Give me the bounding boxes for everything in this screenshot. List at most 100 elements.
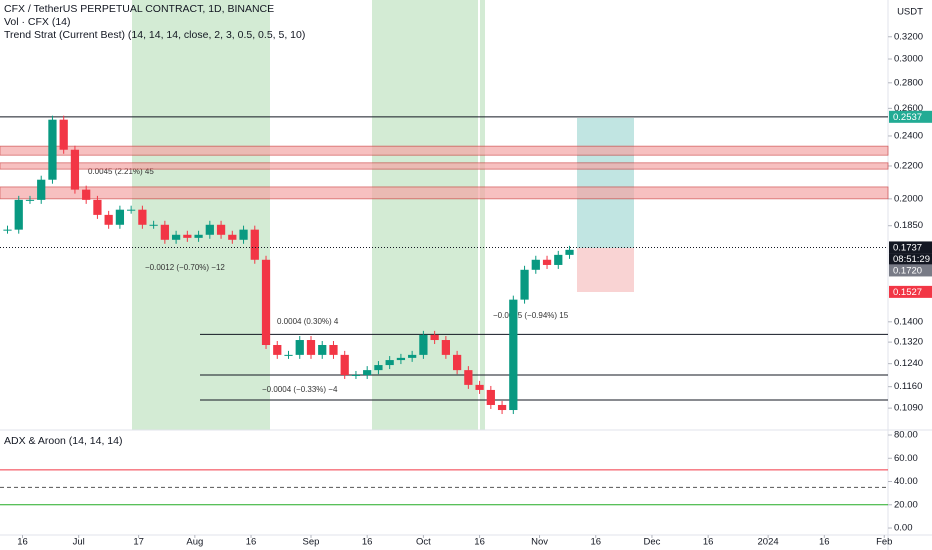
- annotation: −0.0004 (−0.33%) −4: [262, 385, 338, 394]
- subtitle: Vol · CFX (14): [4, 16, 71, 28]
- candle: [115, 209, 125, 225]
- price-badge-label: 0.2537: [893, 112, 922, 123]
- candle: [374, 365, 383, 371]
- x-tick-label: 16: [474, 537, 485, 548]
- x-tick-label: Oct: [416, 537, 431, 548]
- candle: [295, 340, 304, 355]
- annotation: −0.0015 (−0.94%) 15: [493, 311, 569, 320]
- candle: [486, 389, 495, 405]
- candle: [441, 340, 450, 355]
- x-tick-label: Nov: [531, 537, 548, 548]
- x-tick-label: Feb: [876, 537, 892, 548]
- candle: [396, 357, 406, 361]
- x-tick-label: 16: [17, 537, 28, 548]
- candle: [82, 189, 91, 200]
- annotation: 0.0045 (2.21%) 45: [88, 167, 154, 176]
- y-tick-label: 40.00: [894, 476, 918, 487]
- x-tick-label: Dec: [643, 537, 660, 548]
- candle: [554, 254, 563, 265]
- candle: [385, 360, 394, 366]
- price-badge: [889, 285, 932, 298]
- candle: [509, 299, 518, 411]
- candle: [475, 384, 484, 390]
- price-badge-label: 0.1527: [893, 287, 922, 298]
- candle: [363, 370, 372, 375]
- price-badge: [889, 110, 932, 123]
- price-badge-label: 0.1720: [893, 265, 922, 276]
- zone: [0, 145, 889, 156]
- candle: [306, 340, 316, 355]
- candle: [93, 199, 102, 215]
- x-tick-label: 16: [590, 537, 601, 548]
- y-tick-label: 0.1160: [894, 381, 922, 392]
- candle: [194, 234, 203, 238]
- price-badge: [889, 264, 932, 277]
- candle: [261, 259, 271, 345]
- y-tick-label: 0.2400: [894, 130, 923, 141]
- y-tick-label: 80.00: [894, 430, 918, 441]
- y-tick-label: 0.2800: [894, 77, 923, 88]
- candle: [318, 344, 327, 355]
- candle: [127, 209, 136, 211]
- highlight-band: [480, 0, 485, 430]
- zone: [0, 162, 889, 170]
- x-tick-label: 16: [703, 537, 714, 548]
- candle: [452, 354, 462, 371]
- x-tick-label: 17: [133, 537, 144, 548]
- x-tick-label: 16: [362, 537, 373, 548]
- y-tick-label: 0.3000: [894, 54, 923, 65]
- candle: [228, 234, 237, 240]
- candle: [408, 354, 417, 358]
- candle: [351, 374, 361, 376]
- y-tick-label: 60.00: [894, 453, 918, 464]
- candle: [340, 354, 349, 375]
- candle: [284, 354, 293, 356]
- candle: [419, 334, 428, 355]
- chart-title: CFX / TetherUS PERPETUAL CONTRACT, 1D, B…: [4, 3, 274, 15]
- countdown: 08:51:29: [893, 254, 930, 265]
- price-badge-label: 0.1737: [893, 242, 922, 253]
- candle: [329, 344, 338, 355]
- candle: [520, 269, 529, 300]
- unit-label[interactable]: USDT: [897, 7, 923, 18]
- candle: [171, 234, 181, 240]
- candle: [205, 224, 214, 235]
- candle: [149, 224, 158, 226]
- highlight-band: [372, 0, 478, 430]
- y-tick-label: 0.1090: [894, 403, 923, 414]
- y-tick-label: 0.1400: [894, 316, 923, 327]
- candle: [250, 229, 259, 260]
- x-tick-label: 16: [246, 537, 257, 548]
- candle: [542, 259, 552, 265]
- y-tick-label: 0.3200: [894, 31, 923, 42]
- candle: [48, 119, 57, 180]
- candle: [37, 179, 46, 200]
- x-tick-label: Sep: [303, 537, 320, 548]
- x-tick-label: 16: [819, 537, 830, 548]
- y-tick-label: 0.00: [894, 523, 913, 534]
- price-badge: [889, 241, 932, 254]
- indicator-title: ADX & Aroon (14, 14, 14): [4, 435, 122, 447]
- candle: [3, 229, 12, 231]
- x-tick-label: Jul: [73, 537, 85, 548]
- candle: [273, 344, 282, 355]
- candle: [138, 209, 147, 225]
- candle: [160, 224, 169, 240]
- target-box: [577, 118, 634, 248]
- annotation: 0.0004 (0.30%) 4: [277, 317, 339, 326]
- y-tick-label: 0.1320: [894, 337, 923, 348]
- candle: [216, 224, 226, 235]
- annotation: −0.0012 (−0.70%) −12: [145, 263, 225, 272]
- x-tick-label: Aug: [186, 537, 203, 548]
- y-tick-label: 0.2200: [894, 160, 923, 171]
- y-tick-label: 20.00: [894, 499, 918, 510]
- y-tick-label: 0.2000: [894, 193, 923, 204]
- x-tick-label: 2024: [758, 537, 779, 548]
- countdown-badge: [889, 253, 932, 265]
- candle: [239, 229, 248, 240]
- candle: [14, 199, 23, 230]
- candle: [565, 249, 574, 255]
- candle: [70, 149, 80, 190]
- zone: [0, 186, 889, 200]
